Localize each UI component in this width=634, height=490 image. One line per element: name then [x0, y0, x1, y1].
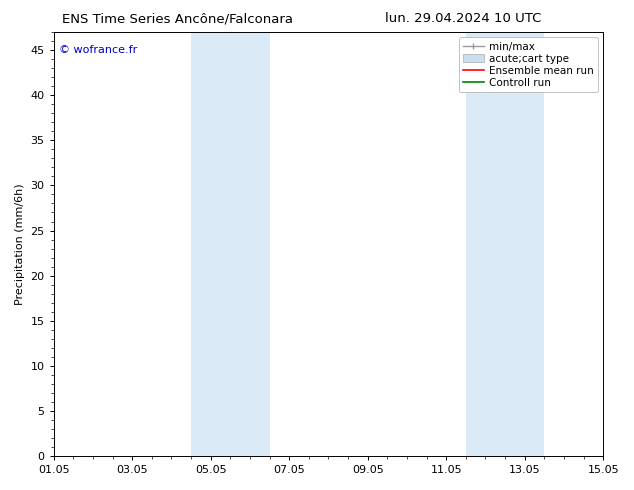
Text: ENS Time Series Ancône/Falconara: ENS Time Series Ancône/Falconara [62, 12, 293, 25]
Text: © wofrance.fr: © wofrance.fr [59, 45, 138, 55]
Y-axis label: Precipitation (mm/6h): Precipitation (mm/6h) [15, 183, 25, 305]
Bar [466, 32, 545, 456]
Text: lun. 29.04.2024 10 UTC: lun. 29.04.2024 10 UTC [385, 12, 541, 25]
Bar [191, 32, 269, 456]
Legend: min/max, acute;cart type, Ensemble mean run, Controll run: min/max, acute;cart type, Ensemble mean … [459, 37, 598, 92]
